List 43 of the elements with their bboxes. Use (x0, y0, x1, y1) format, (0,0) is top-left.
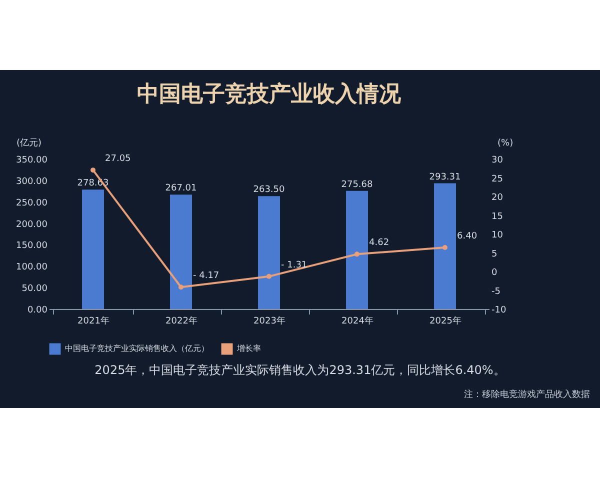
point (90, 168, 96, 173)
x-tick-label: 2022年 (166, 316, 198, 326)
y-axis-title: (亿元) (16, 138, 42, 148)
point (266, 274, 272, 279)
y2-tick-label: 5 (492, 249, 498, 260)
x-tick-label: 2025年 (430, 316, 462, 326)
data-label: 4.62 (369, 238, 390, 248)
legend-label: 增长率 (236, 344, 261, 353)
y-tick-label: 50.00 (22, 284, 48, 294)
text: 2025年，中国电子竞技产业实际销售收入为293.31亿元，同比增长6.40%。 (94, 362, 506, 379)
y2-axis-title: (%) (498, 138, 514, 148)
y2-tick-label: 0 (492, 268, 498, 278)
y-tick-label: 0.00 (27, 306, 48, 316)
data-label: 27.05 (105, 154, 131, 164)
y2-tick-label: 20 (492, 193, 504, 203)
y-tick-label: 100.00 (16, 262, 48, 273)
data-label: - 1.31 (281, 260, 308, 270)
y2-tick-label: 10 (492, 230, 504, 240)
y2-tick-label: 30 (492, 156, 504, 166)
data-label: - 4.17 (193, 271, 220, 282)
text: 注：移除电竞游戏产品收入数据 (464, 388, 590, 401)
point (178, 284, 184, 290)
y2-tick-label: 15 (492, 212, 503, 222)
y-tick-label: 300.00 (16, 176, 48, 187)
y2-tick-label: -5 (492, 286, 500, 297)
data-label: 263.50 (253, 185, 286, 196)
point (354, 252, 360, 257)
y-tick-label: 200.00 (16, 220, 48, 230)
point (442, 245, 448, 250)
x-tick-label: 2023年 (254, 316, 286, 326)
y2-tick-label: -10 (492, 306, 506, 316)
x-tick-label: 2024年 (342, 316, 374, 326)
x-tick-label: 2021年 (78, 316, 110, 326)
y-tick-label: 150.00 (16, 241, 48, 252)
y-tick-label: 250.00 (16, 198, 48, 208)
legend-label: 中国电子竞技产业实际销售收入（亿元） (65, 344, 209, 353)
data-label: 267.01 (165, 184, 197, 194)
y2-tick-label: 25 (492, 174, 503, 184)
data-label: 6.40 (457, 232, 478, 242)
data-label: 275.68 (341, 180, 374, 190)
y-tick-label: 350.00 (16, 156, 48, 166)
data-label: 293.31 (429, 172, 461, 182)
chart-title: 中国电子竞技产业收入情况 (137, 81, 402, 107)
